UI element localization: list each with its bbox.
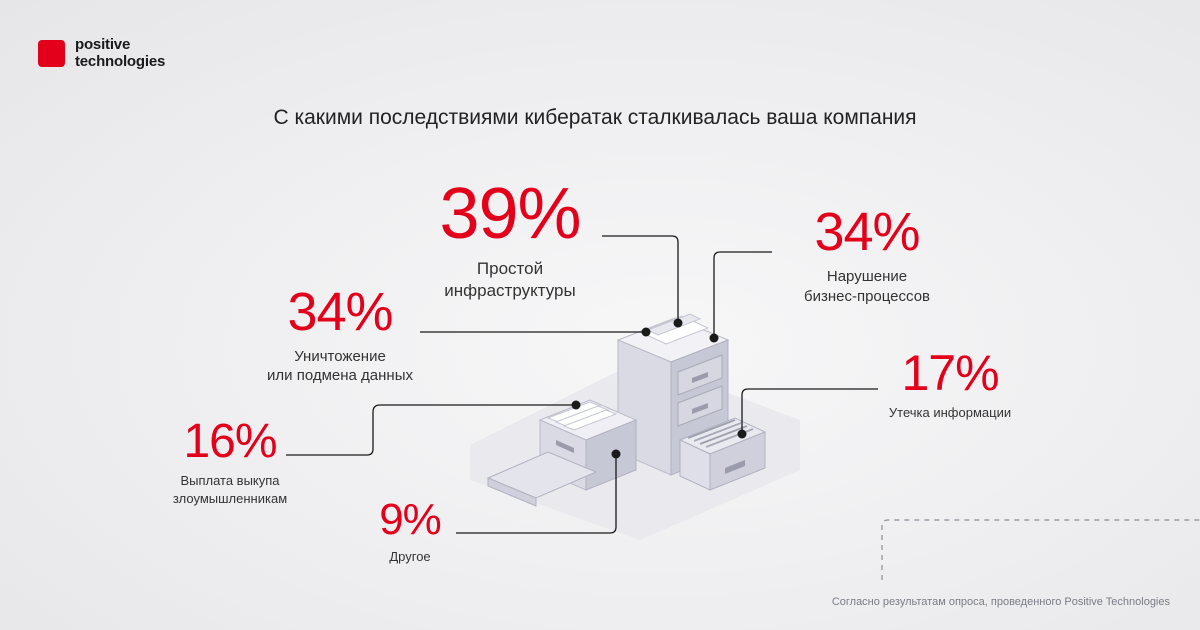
source-footnote: Согласно результатам опроса, проведенног… xyxy=(831,596,1170,608)
stat-value: 39% xyxy=(439,174,581,254)
logo-mark-icon xyxy=(38,39,65,67)
stat-label: Утечка информации xyxy=(870,404,1030,422)
stat-label-line: Нарушение xyxy=(826,268,908,285)
stat-value: 9% xyxy=(379,495,442,544)
brand-logo: positive technologies xyxy=(38,36,165,70)
stat-value: 17% xyxy=(901,345,999,401)
page-title: С какими последствиями кибератак сталкив… xyxy=(273,106,917,129)
stat-label: Другое xyxy=(360,548,460,566)
connector-s2 xyxy=(713,251,772,337)
logo-line-1: positive xyxy=(75,36,131,53)
stat-label: Уничтожение или подмена данных xyxy=(250,347,430,385)
stat-label-line: бизнес-процессов xyxy=(803,288,931,305)
connector-s1 xyxy=(602,235,679,322)
stat-value: 16% xyxy=(183,415,277,468)
stat-label-line: Уничтожение xyxy=(294,348,386,365)
connector-s4 xyxy=(741,388,878,433)
stat-label: Нарушение бизнес-процессов xyxy=(772,267,962,307)
dashed-corner-line xyxy=(881,519,1200,580)
connector-s6 xyxy=(456,454,617,534)
stat-label-line: или подмена данных xyxy=(267,367,413,384)
stat-value: 34% xyxy=(814,202,920,262)
stat-other: 9% Другое xyxy=(360,498,460,566)
stat-value: 34% xyxy=(287,282,393,342)
logo-text: positive technologies xyxy=(75,36,165,70)
stat-label-line: злоумышленникам xyxy=(172,491,288,506)
stat-label: Простой инфраструктуры xyxy=(410,258,610,302)
stat-data-leak: 17% Утечка информации xyxy=(870,348,1030,422)
stat-downtime: 39% Простой инфраструктуры xyxy=(410,178,610,302)
connector-s5 xyxy=(286,404,576,456)
stat-label-line: Другое xyxy=(389,549,431,564)
stat-label-line: инфраструктуры xyxy=(444,281,576,300)
stat-label-line: Выплата выкупа xyxy=(180,473,280,488)
stat-data-destruction: 34% Уничтожение или подмена данных xyxy=(250,285,430,385)
stat-label-line: Утечка информации xyxy=(888,405,1012,420)
stat-business-disruption: 34% Нарушение бизнес-процессов xyxy=(772,205,962,307)
stat-label: Выплата выкупа злоумышленникам xyxy=(150,472,310,508)
connector-lines xyxy=(286,235,878,534)
logo-line-2: technologies xyxy=(75,53,166,70)
connector-dots xyxy=(571,318,747,459)
stat-ransom-payment: 16% Выплата выкупа злоумышленникам xyxy=(150,418,310,508)
file-cabinet-icon xyxy=(486,313,767,507)
stat-label-line: Простой xyxy=(476,259,544,278)
